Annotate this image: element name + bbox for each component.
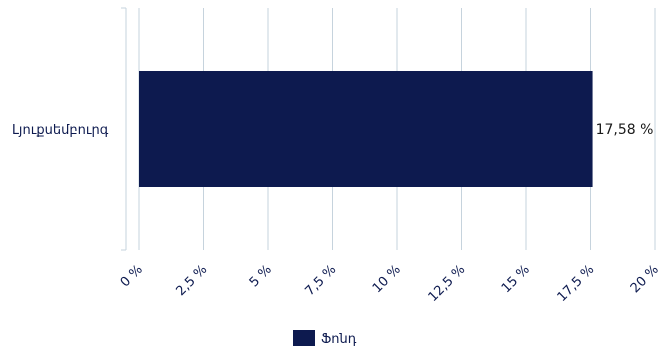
- x-tick-label: 5 %: [247, 262, 275, 290]
- legend: Ֆոնդ: [293, 330, 357, 347]
- x-tick-label: 20 %: [628, 262, 662, 296]
- x-tick-label: 0 %: [118, 262, 146, 290]
- axes: [121, 7, 127, 251]
- x-tick-label: 17,5 %: [555, 262, 598, 305]
- x-tick-label: 15 %: [499, 262, 533, 296]
- legend-label: Ֆոնդ: [321, 332, 357, 347]
- x-tick-label: 7,5 %: [302, 262, 339, 299]
- category-label: Լյուքսեմբուրգ: [12, 123, 109, 138]
- legend-swatch: [293, 330, 315, 346]
- bar-value-label: 17,58 %: [596, 122, 654, 138]
- x-tick-label: 12,5 %: [426, 262, 469, 305]
- bar-0: [139, 71, 593, 187]
- x-tick-label: 10 %: [370, 262, 404, 296]
- x-tick-label: 2,5 %: [173, 262, 210, 299]
- bars: [139, 71, 593, 187]
